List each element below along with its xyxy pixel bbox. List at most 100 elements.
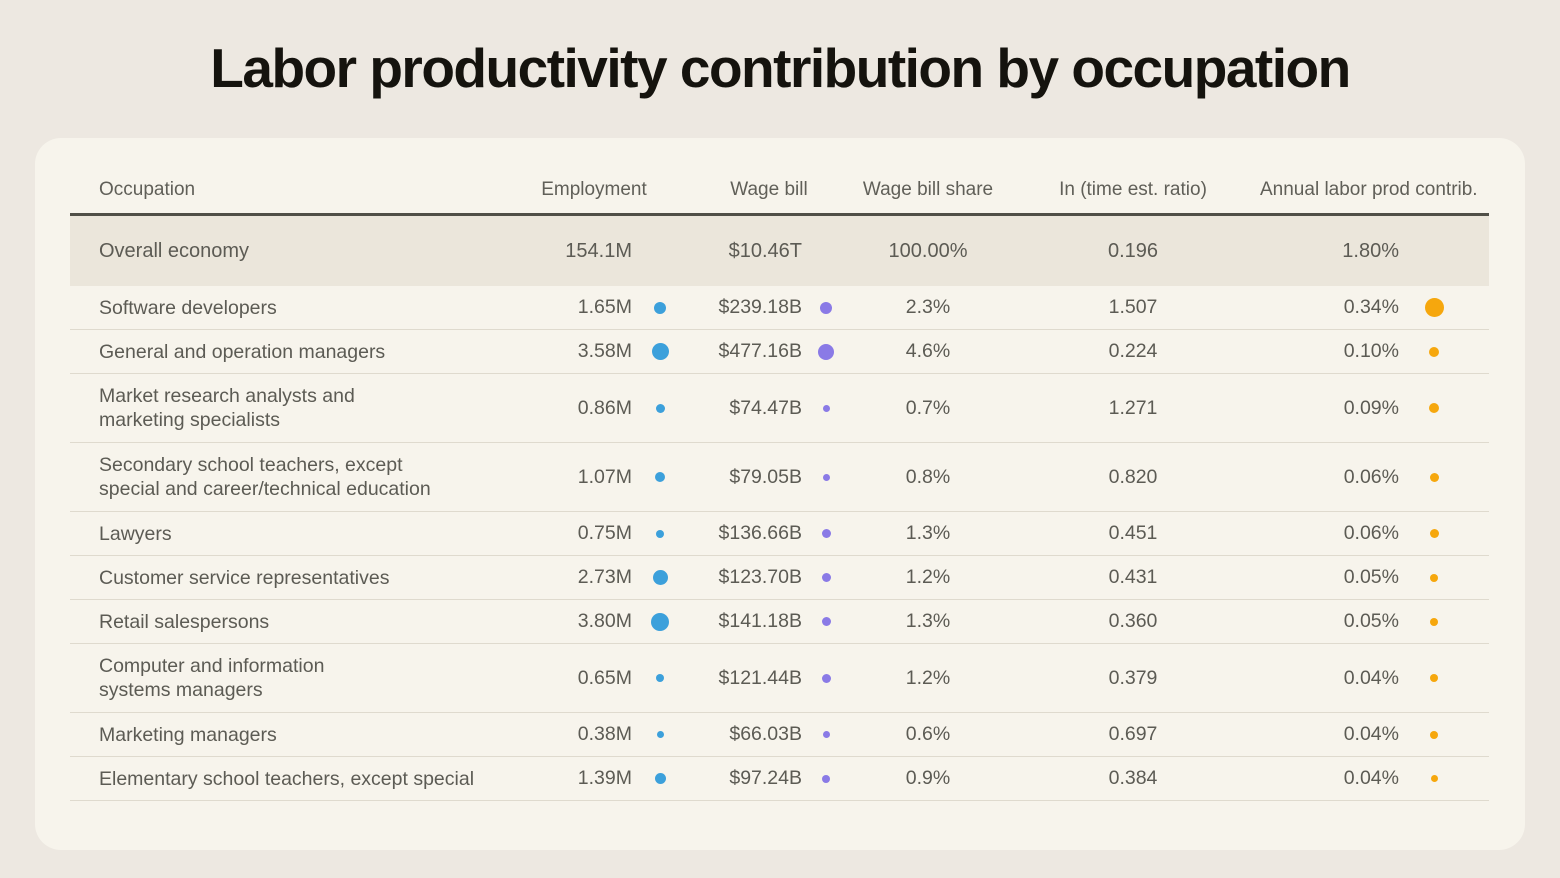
wage-bill-bubble-icon: [821, 573, 831, 582]
occupation-line: Customer service representatives: [99, 566, 390, 589]
wage-bill-dot-cell: [802, 757, 850, 800]
wage-bill-value: $97.24B: [729, 767, 802, 789]
occupation-line: systems managers: [99, 679, 263, 701]
employment-value: 0.38M: [577, 723, 632, 745]
occupation-line: Software developers: [99, 296, 277, 319]
col-header-annual-labor-prod-contrib: Annual labor prod contrib.: [1260, 179, 1478, 200]
occupation-cell: Elementary school teachers, except speci…: [70, 767, 500, 791]
contrib-value: 0.34%: [1343, 296, 1399, 318]
table-row: Marketing managers 0.38M $66.03B 0.6% 0.…: [70, 713, 1489, 757]
wage-share-value: 2.3%: [905, 296, 951, 318]
employment-bubble-icon: [656, 731, 664, 738]
ratio-value: 0.196: [1107, 239, 1159, 262]
occupation-line: special and career/technical education: [99, 478, 431, 500]
contrib-dot-cell: [1399, 600, 1469, 643]
contrib-dot-cell: [1399, 757, 1469, 800]
wage-share-value: 1.2%: [905, 666, 951, 689]
contrib-bubble-icon: [1429, 472, 1439, 482]
table-row: General and operation managers 3.58M $47…: [70, 330, 1489, 374]
employment-dot-cell: [632, 713, 688, 756]
employment-dot-cell: [632, 216, 688, 286]
wage-bill-dot-cell: [802, 286, 850, 329]
contrib-dot-cell: [1399, 556, 1469, 599]
wage-bill-dot-cell: [802, 443, 850, 511]
wage-share-value: 0.9%: [905, 767, 951, 789]
contrib-dot-cell: [1399, 216, 1469, 286]
occupation-cell: Marketing managers: [70, 723, 500, 747]
wage-share-value: 1.2%: [905, 566, 951, 588]
occupation-cell: Lawyers: [70, 522, 500, 546]
wage-bill-bubble-icon: [822, 473, 830, 481]
employment-value: 0.86M: [577, 396, 632, 419]
occupation-line: Secondary school teachers, except: [99, 454, 403, 476]
employment-bubble-icon: [656, 674, 664, 682]
employment-value: 1.65M: [577, 296, 632, 318]
contrib-value: 0.09%: [1343, 396, 1399, 419]
employment-dot-cell: [632, 443, 688, 511]
wage-bill-value: $10.46T: [728, 239, 802, 262]
wage-bill-dot-cell: [802, 556, 850, 599]
occupation-table: Occupation Employment Wage bill Wage bil…: [70, 174, 1489, 801]
occupation-line: General and operation managers: [99, 340, 386, 363]
occupation-cell: Overall economy: [99, 240, 250, 262]
occupation-cell: General and operation managers: [70, 340, 500, 364]
wage-share-value: 100.00%: [888, 239, 968, 262]
occupation-line: Lawyers: [99, 522, 172, 545]
employment-value: 0.75M: [577, 522, 632, 544]
occupation-line: Retail salespersons: [99, 610, 270, 633]
occupation-cell: Retail salespersons: [70, 610, 500, 634]
employment-bubble-icon: [655, 472, 665, 482]
occupation-cell: Software developers: [70, 296, 500, 320]
contrib-value: 0.05%: [1343, 566, 1399, 588]
employment-value: 1.07M: [577, 465, 632, 488]
employment-dot-cell: [632, 374, 688, 442]
employment-dot-cell: [632, 330, 688, 373]
contrib-value: 1.80%: [1342, 239, 1399, 262]
ratio-value: 0.431: [1108, 566, 1158, 588]
summary-row-overall-economy: Overall economy 154.1M $10.46T 100.00% 0…: [70, 216, 1489, 286]
ratio-value: 0.224: [1108, 340, 1158, 362]
wage-bill-bubble-icon: [822, 774, 830, 783]
employment-bubble-icon: [652, 570, 668, 585]
occupation-line: Marketing managers: [99, 723, 277, 746]
contrib-dot-cell: [1399, 330, 1469, 373]
employment-dot-cell: [632, 757, 688, 800]
contrib-bubble-icon: [1430, 674, 1438, 682]
contrib-bubble-icon: [1424, 298, 1444, 317]
ratio-value: 0.379: [1108, 666, 1158, 689]
page-title: Labor productivity contribution by occup…: [210, 37, 1351, 99]
wage-bill-dot-cell: [802, 374, 850, 442]
col-header-employment: Employment: [541, 179, 647, 200]
occupation-cell: Secondary school teachers, except specia…: [70, 453, 500, 501]
wage-share-value: 4.6%: [905, 340, 951, 362]
employment-bubble-icon: [655, 403, 665, 413]
ratio-value: 0.820: [1108, 465, 1158, 488]
col-header-occupation: Occupation: [99, 179, 196, 200]
ratio-value: 1.507: [1108, 296, 1158, 318]
table-row: Customer service representatives 2.73M $…: [70, 556, 1489, 600]
wage-bill-bubble-icon: [820, 301, 832, 314]
wage-bill-value: $239.18B: [718, 296, 803, 318]
col-header-wage-bill-share: Wage bill share: [862, 179, 994, 200]
contrib-bubble-icon: [1429, 346, 1439, 357]
table-row: Software developers 1.65M $239.18B 2.3% …: [70, 286, 1489, 330]
wage-bill-value: $66.03B: [729, 723, 802, 745]
occupation-cell: Customer service representatives: [70, 566, 500, 590]
occupation-cell: Computer and information systems manager…: [70, 654, 500, 702]
contrib-dot-cell: [1399, 713, 1469, 756]
wage-share-value: 1.3%: [905, 522, 951, 544]
wage-bill-dot-cell: [802, 644, 850, 712]
table-card: Occupation Employment Wage bill Wage bil…: [35, 138, 1525, 850]
contrib-value: 0.05%: [1343, 610, 1399, 632]
contrib-value: 0.04%: [1343, 767, 1399, 789]
employment-bubble-icon: [654, 301, 666, 314]
wage-bill-value: $477.16B: [718, 340, 803, 362]
contrib-bubble-icon: [1430, 730, 1438, 739]
contrib-value: 0.04%: [1343, 723, 1399, 745]
employment-dot-cell: [632, 556, 688, 599]
wage-bill-value: $79.05B: [729, 465, 802, 488]
ratio-value: 0.697: [1108, 723, 1158, 745]
contrib-bubble-icon: [1430, 573, 1438, 582]
wage-bill-value: $74.47B: [729, 396, 802, 419]
employment-bubble-icon: [651, 612, 669, 631]
